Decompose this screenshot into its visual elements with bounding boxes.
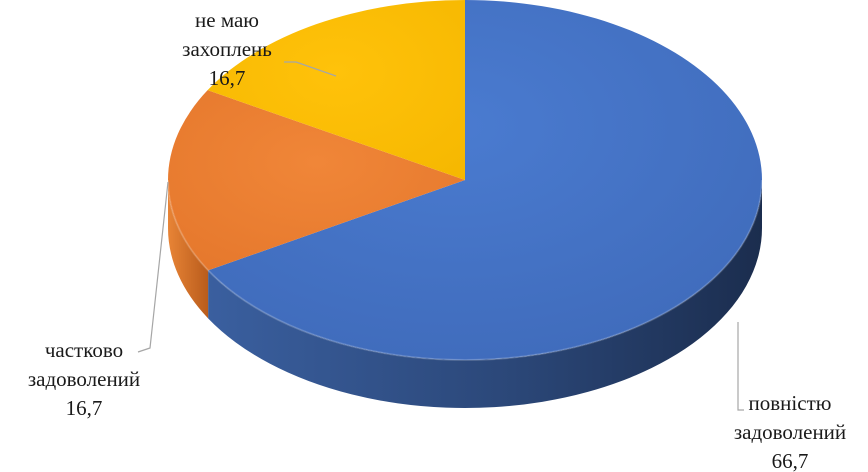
data-label-2-name-line-0: не маю	[195, 8, 259, 32]
data-label-0: повністю задоволений 66,7	[734, 391, 846, 472]
data-label-0-value: 66,7	[772, 449, 809, 472]
data-label-2-name-line-1: захоплень	[182, 37, 272, 61]
pie-rims	[167, 179, 763, 361]
leader-lines	[137, 61, 744, 411]
data-labels: повністю задоволений 66,7 частково задоволен…	[28, 8, 846, 472]
data-label-1-name-line-1: задоволений	[28, 367, 140, 391]
pie-side-1	[168, 180, 209, 319]
leader-line-0	[737, 322, 744, 411]
leader-line-2	[284, 61, 337, 77]
pie-slice-0	[208, 0, 762, 360]
data-label-1-name-line-0: частково	[45, 338, 123, 362]
data-label-1: частково задоволений 16,7	[28, 338, 140, 420]
leader-line-1	[137, 181, 169, 353]
pie-tops	[167, 0, 762, 360]
data-label-1-value: 16,7	[66, 396, 103, 420]
pie-slice-1	[167, 90, 465, 271]
pie-slice-2	[207, 0, 465, 180]
data-label-2: не маю захоплень 16,7	[182, 8, 272, 90]
pie-rim-highlight	[167, 179, 763, 361]
pie-side-0	[208, 180, 762, 408]
pie-sides	[168, 180, 762, 408]
data-label-2-value: 16,7	[209, 66, 246, 90]
data-label-0-name-line-0: повністю	[749, 391, 832, 415]
data-label-0-name-line-1: задоволений	[734, 420, 846, 444]
